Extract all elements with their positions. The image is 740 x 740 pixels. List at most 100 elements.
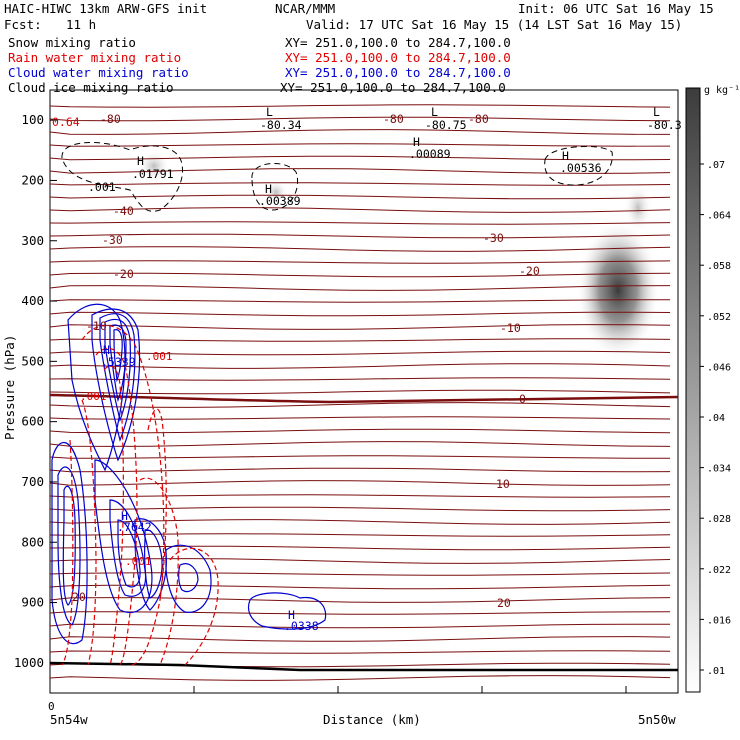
isotherm-line [49,597,671,603]
colorbar-tick-label: .046 [707,362,731,373]
isotherm-line [49,506,671,512]
isotherm-line [49,377,671,381]
y-tick-label: 700 [21,474,44,489]
isotherm-line [49,480,671,486]
y-tick-label: 400 [21,293,44,308]
low-value-1: -80.34 [260,118,302,132]
high-value-snow-2: .00389 [259,194,301,208]
edge-label-064: 0.64 [52,115,80,129]
freezing-line [49,393,679,404]
isotherm-line [49,129,671,135]
low-marker-1: L [266,105,273,119]
colorbar-tick-label: .028 [707,514,731,525]
isotherm-line [49,675,671,681]
isotherm-line [49,104,671,108]
y-axis-ticks [50,119,57,664]
low-marker-3: L [653,105,660,119]
isotherm-line [49,194,671,200]
low-marker-2: L [431,105,438,119]
x-right-label: 5n50w [638,712,676,727]
isotherm-line [49,155,671,161]
org-label: NCAR/MMM [275,1,336,16]
high-marker-snow-2: H [265,182,272,196]
isotherm-labels: -80 -40 -30 -20 -10 -30 -20 -10 0 10 20 … [52,112,540,610]
isotherm-label-m80a: -80 [100,112,121,126]
y-tick-label: 900 [21,595,44,610]
y-tick-label: 300 [21,233,44,248]
isotherm-line [49,260,671,264]
snow-edge-label: .001 [88,180,116,194]
high-value-snow-1: .01791 [132,167,174,181]
isotherm-line [49,272,671,278]
colorbar-fill [685,87,701,693]
high-marker-cw-3: H [288,608,295,622]
isotherm-line [49,221,671,225]
field-name-cloud-water: Cloud water mixing ratio [8,65,189,80]
isotherm-line [49,207,671,213]
isotherm-line [49,324,671,330]
x-axis-ticks [49,686,627,693]
isotherm-line [49,416,671,420]
rain-water-labels: .001 .001 .001 [80,350,173,568]
isotherm-label-10: 10 [496,477,510,491]
isotherm-line [49,389,671,395]
high-value-cw-2: .7642 [117,520,152,534]
isotherm-line [49,338,671,342]
isotherm-label-20b: 20 [497,596,511,610]
terrain-line [49,661,678,672]
x-axis-title: Distance (km) [323,712,421,727]
high-marker-cw-1: H [103,343,110,357]
rain-water-contours [61,325,219,666]
isotherm-label-m80c: -80 [468,112,489,126]
colorbar-tick-label: .034 [707,464,731,475]
field-name-cloud-ice: Cloud ice mixing ratio [8,80,174,95]
isotherm-label-m30b: -30 [483,231,504,245]
valid-time: Valid: 17 UTC Sat 16 May 15 (14 LST Sat … [306,17,683,32]
isotherm-line [49,545,671,551]
y-tick-label: 100 [21,112,44,127]
colorbar-ticks [700,163,704,671]
isotherm-line [49,299,670,303]
isotherm-label-0: 0 [519,392,526,406]
isotherm-line [49,363,671,369]
high-value-snow-4: .00536 [560,161,602,175]
isotherm-line [49,233,671,239]
y-axis-title: Pressure (hPa) [2,335,17,440]
y-tick-label: 500 [21,353,44,368]
snow-shade-2 [264,180,288,204]
isotherm-line [49,558,671,564]
colorbar-tick-label: .064 [707,211,731,222]
x-left-label: 5n54w [50,712,88,727]
isotherm-label-m80b: -80 [383,112,404,126]
field-xy-cloud-water: XY= 251.0,100.0 to 284.7,100.0 [285,65,511,80]
isotherm-label-20a: 20 [72,590,86,604]
isotherm-line [49,533,671,537]
isotherm-line [49,467,671,473]
cloud-water-extrema: H .5339 H .7642 H .0338 [101,343,319,633]
rain-label-3: .001 [125,555,152,568]
colorbar: .07 .064 .058 .052 .046 .04 .034 .028 .022 .016 .0… [685,85,740,693]
colorbar-tick-label: .058 [707,261,731,272]
low-value-3: -80.3 [647,118,682,132]
low-value-2: -80.75 [425,118,467,132]
colorbar-labels: .07 .064 .058 .052 .046 .04 .034 .028 .022 .016 .0… [707,160,731,677]
colorbar-tick-label: .01 [707,666,725,677]
isotherm-label-m30a: -30 [102,233,123,247]
isotherm-line [49,494,671,498]
snow-shade-1 [138,150,170,182]
high-value-cw-3: .0338 [284,619,319,633]
isotherm-label-m10b: -10 [500,321,521,335]
high-value-cw-1: .5339 [101,355,136,369]
field-xy-snow: XY= 251.0,100.0 to 284.7,100.0 [285,35,511,50]
colorbar-unit: g kg⁻¹ [704,85,740,96]
isotherm-line [49,182,671,186]
isotherm-line [49,350,671,356]
plot-frame [49,89,679,694]
isotherm-line [49,143,671,147]
isotherm-line [49,402,671,408]
field-name-snow: Snow mixing ratio [8,35,136,50]
cloud-ice-upper [624,184,652,232]
high-marker-snow-1: H [137,154,144,168]
isotherm-line [49,636,671,642]
